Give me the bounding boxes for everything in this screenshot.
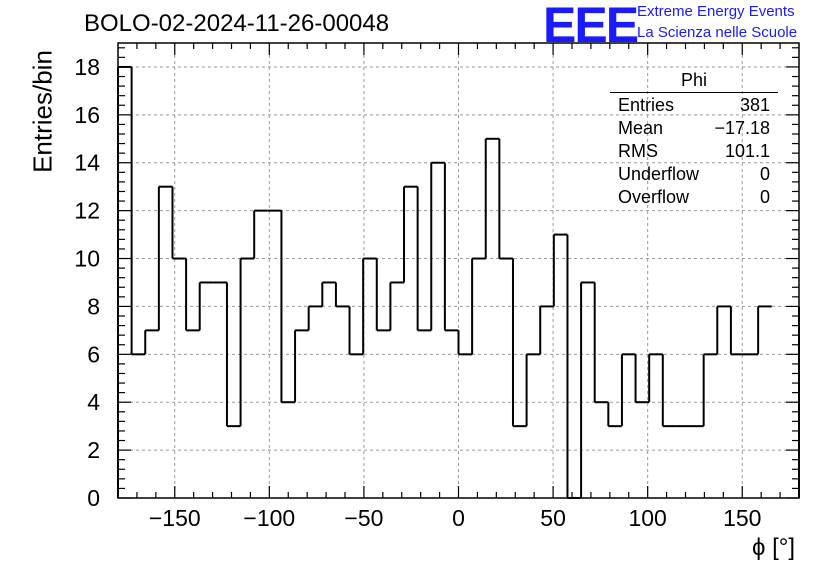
- stats-row-mean: Mean −17.18: [610, 117, 778, 140]
- y-axis-label: Entries/bin: [27, 50, 58, 173]
- y-tick-label: 4: [87, 389, 100, 415]
- y-tick-label: 18: [74, 54, 100, 80]
- x-tick-label: 50: [540, 505, 566, 531]
- logo-line-1: Extreme Energy Events: [637, 3, 795, 20]
- logo-line-2: La Scienza nelle Scuole: [637, 24, 798, 41]
- stats-label: Overflow: [618, 187, 690, 207]
- x-tick-label: −50: [344, 505, 383, 531]
- y-tick-label: 8: [87, 293, 100, 319]
- stats-value: 0: [759, 187, 770, 207]
- stats-label: Entries: [618, 95, 675, 115]
- stats-value: 0: [759, 164, 770, 184]
- x-tick-label: 0: [452, 505, 465, 531]
- y-tick-label: 16: [74, 102, 100, 128]
- x-tick-label: 100: [628, 505, 666, 531]
- y-tick-label: 2: [87, 437, 100, 463]
- stats-label: RMS: [618, 141, 658, 161]
- stats-row-underflow: Underflow 0: [610, 163, 778, 186]
- stats-value: −17.18: [714, 118, 770, 138]
- stats-label: Mean: [618, 118, 664, 138]
- stats-row-entries: Entries 381: [610, 94, 778, 117]
- stats-divider: [610, 92, 778, 93]
- y-tick-label: 6: [87, 341, 100, 367]
- x-tick-label: −150: [149, 505, 201, 531]
- stats-label: Underflow: [618, 164, 700, 184]
- stats-title: Phi: [680, 70, 707, 90]
- eee-logo: EEE: [543, 0, 639, 53]
- stats-value: 101.1: [724, 141, 770, 161]
- x-axis-label: ϕ [°]: [752, 534, 796, 561]
- stats-box: Phi Entries 381 Mean −17.18 RMS 101.1 Un…: [610, 70, 778, 209]
- stats-row-rms: RMS 101.1: [610, 140, 778, 163]
- stats-value: 381: [739, 95, 770, 115]
- x-tick-label: 150: [723, 505, 761, 531]
- y-tick-label: 14: [74, 150, 100, 176]
- stats-row-overflow: Overflow 0: [610, 186, 778, 209]
- y-tick-label: 10: [74, 246, 100, 272]
- y-tick-label: 0: [87, 485, 100, 511]
- plot-title: BOLO-02-2024-11-26-00048: [84, 10, 390, 37]
- x-tick-label: −100: [243, 505, 295, 531]
- y-tick-label: 12: [74, 198, 100, 224]
